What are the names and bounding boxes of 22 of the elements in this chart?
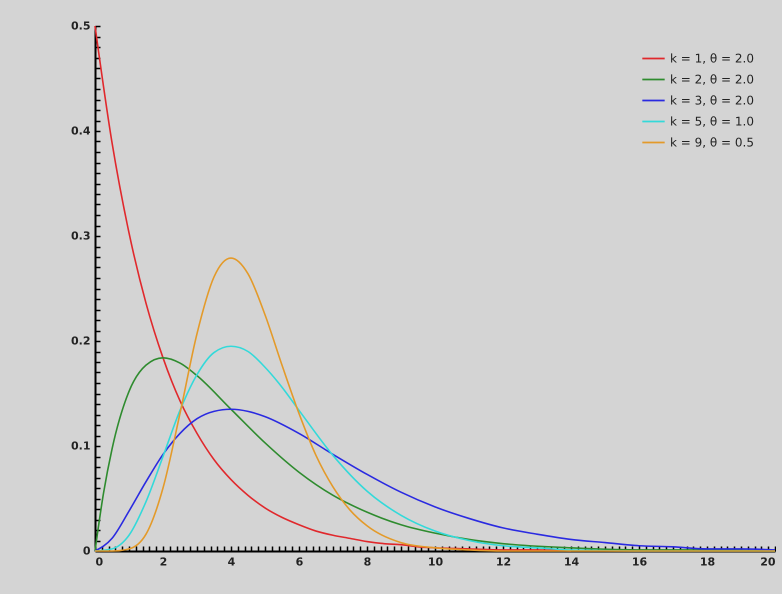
x-tick-label: 14 [564,556,580,568]
legend-label: k = 9, θ = 0.5 [670,136,754,150]
y-tick-label: 0.4 [71,124,91,138]
x-tick-label: 8 [364,556,372,568]
x-tick-label: 6 [296,556,304,568]
y-tick-label: 0.2 [71,334,90,348]
x-tick-label: 18 [700,556,716,568]
y-tick-label: 0.1 [71,440,90,452]
x-tick-label: 0 [96,556,104,568]
legend-label: k = 3, θ = 2.0 [670,94,754,108]
x-tick-label: 16 [632,556,648,568]
x-tick-label: 12 [496,556,512,568]
y-tick-label: 0.3 [71,230,90,242]
x-tick-label: 4 [228,556,236,568]
legend-label: k = 1, θ = 2.0 [670,52,754,66]
legend-label: k = 2, θ = 2.0 [670,72,754,86]
y-tick-label: 0.5 [71,20,90,32]
x-tick-label: 2 [160,556,168,568]
x-tick-label: 10 [428,556,444,568]
legend-label: k = 5, θ = 1.0 [670,114,754,128]
y-tick-label: 0 [82,544,91,558]
x-tick-label: 20 [760,556,776,568]
